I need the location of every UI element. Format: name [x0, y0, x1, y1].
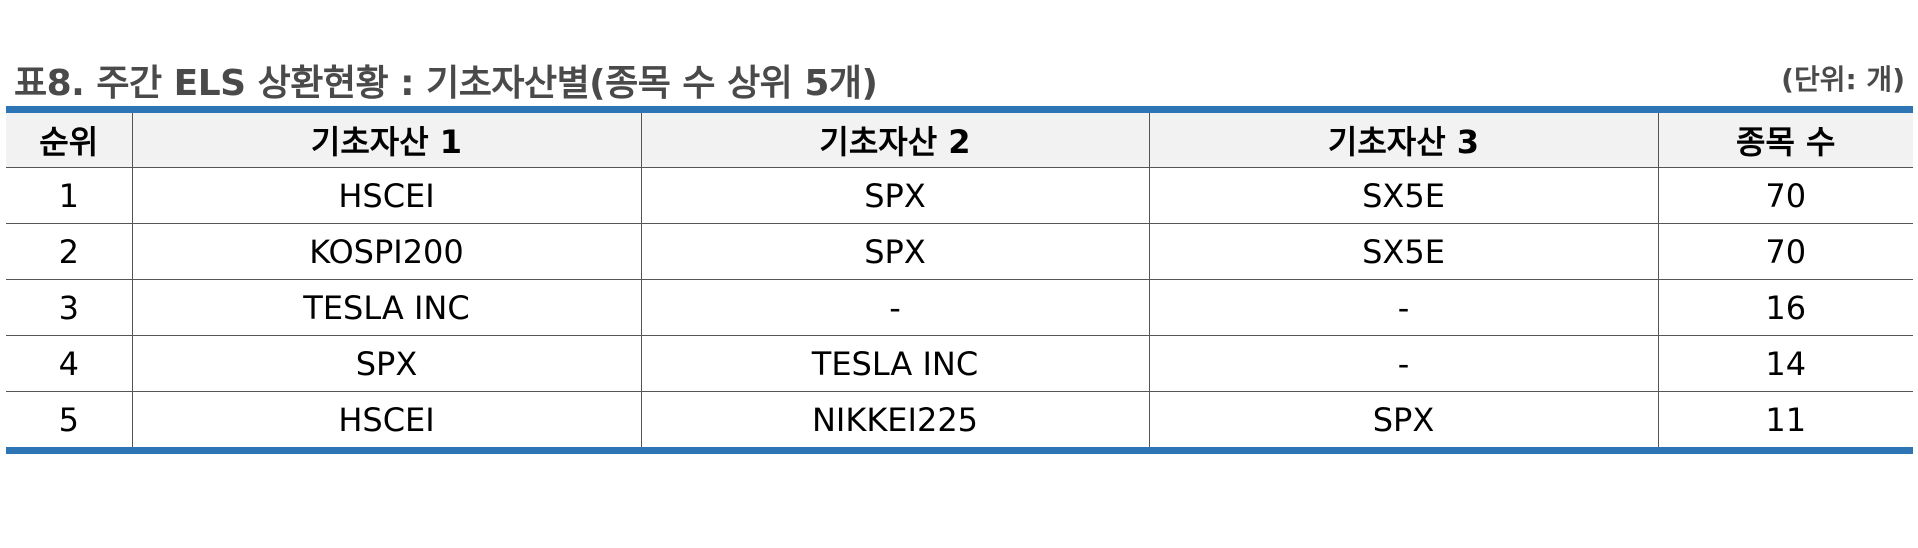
- cell-asset-3: SX5E: [1148, 167, 1658, 224]
- header-asset-3: 기초자산 3: [1148, 106, 1658, 168]
- cell-asset-1: HSCEI: [131, 391, 641, 454]
- cell-asset-1: TESLA INC: [131, 279, 641, 336]
- cell-asset-2: TESLA INC: [640, 335, 1149, 392]
- header-rank: 순위: [6, 106, 132, 168]
- els-redemption-table: 순위 기초자산 1 기초자산 2 기초자산 3 종목 수 1 HSCEI SPX…: [6, 106, 1913, 454]
- cell-asset-2: SPX: [640, 167, 1149, 224]
- cell-asset-1: SPX: [131, 335, 641, 392]
- cell-count: 70: [1657, 223, 1913, 280]
- unit-label: (단위: 개): [1781, 63, 1905, 96]
- table-header: 순위 기초자산 1 기초자산 2 기초자산 3 종목 수: [6, 106, 1913, 168]
- header-count: 종목 수: [1657, 106, 1913, 168]
- cell-rank: 3: [6, 279, 132, 336]
- table-body: 1 HSCEI SPX SX5E 70 2 KOSPI200 SPX SX5E …: [6, 167, 1913, 454]
- cell-asset-3: SX5E: [1148, 223, 1658, 280]
- cell-asset-1: KOSPI200: [131, 223, 641, 280]
- cell-asset-3: -: [1148, 279, 1658, 336]
- header-asset-1: 기초자산 1: [131, 106, 641, 168]
- cell-asset-3: SPX: [1148, 391, 1658, 454]
- table-row: 4 SPX TESLA INC - 14: [6, 335, 1913, 392]
- table-row: 5 HSCEI NIKKEI225 SPX 11: [6, 391, 1913, 454]
- cell-count: 11: [1657, 391, 1913, 454]
- cell-rank: 4: [6, 335, 132, 392]
- cell-asset-2: -: [640, 279, 1149, 336]
- cell-asset-2: NIKKEI225: [640, 391, 1149, 454]
- els-table-container: 순위 기초자산 1 기초자산 2 기초자산 3 종목 수 1 HSCEI SPX…: [6, 106, 1913, 454]
- cell-rank: 5: [6, 391, 132, 454]
- cell-asset-2: SPX: [640, 223, 1149, 280]
- header-row: 순위 기초자산 1 기초자산 2 기초자산 3 종목 수: [6, 106, 1913, 168]
- cell-asset-1: HSCEI: [131, 167, 641, 224]
- table-caption-row: 표8. 주간 ELS 상환현황 : 기초자산별(종목 수 상위 5개) (단위:…: [14, 50, 1905, 104]
- cell-count: 70: [1657, 167, 1913, 224]
- cell-rank: 1: [6, 167, 132, 224]
- cell-rank: 2: [6, 223, 132, 280]
- cell-asset-3: -: [1148, 335, 1658, 392]
- table-row: 3 TESLA INC - - 16: [6, 279, 1913, 336]
- table-title: 표8. 주간 ELS 상환현황 : 기초자산별(종목 수 상위 5개): [14, 63, 878, 104]
- cell-count: 14: [1657, 335, 1913, 392]
- header-asset-2: 기초자산 2: [640, 106, 1149, 168]
- cell-count: 16: [1657, 279, 1913, 336]
- table-row: 1 HSCEI SPX SX5E 70: [6, 167, 1913, 224]
- table-row: 2 KOSPI200 SPX SX5E 70: [6, 223, 1913, 280]
